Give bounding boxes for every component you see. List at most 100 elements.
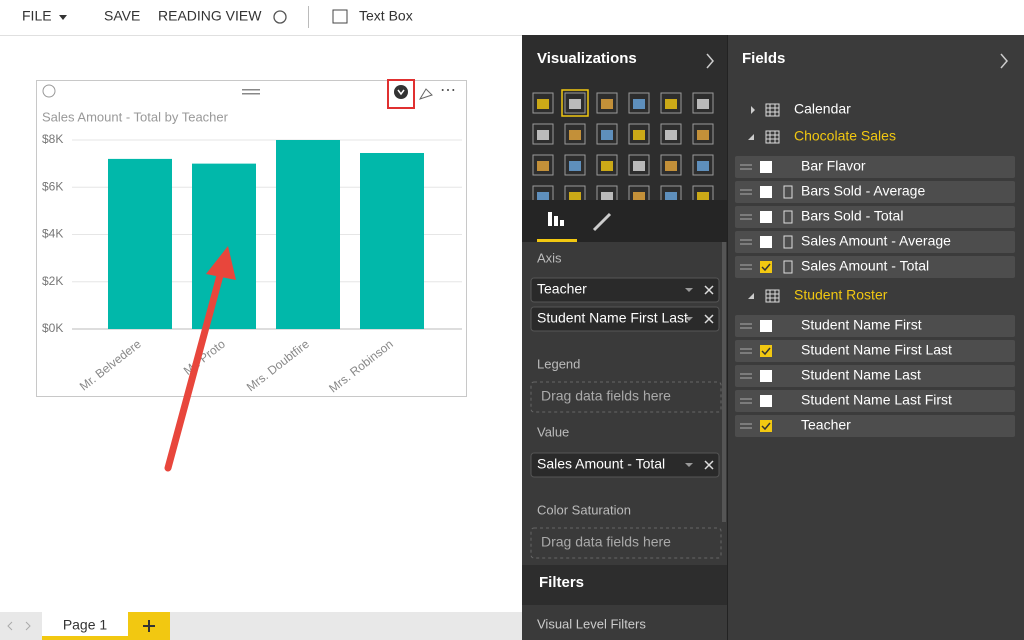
table-name[interactable]: Calendar	[794, 101, 851, 117]
checkbox[interactable]	[760, 211, 772, 223]
format-tab-icon[interactable]	[592, 212, 612, 232]
field-row[interactable]	[735, 340, 1015, 362]
field-name[interactable]: Bars Sold - Average	[801, 183, 925, 199]
drag-handle[interactable]	[242, 93, 260, 95]
checkbox[interactable]	[760, 161, 772, 173]
field-row[interactable]	[735, 365, 1015, 387]
toolbar-item[interactable]: READING VIEW	[158, 8, 262, 24]
expand-icon[interactable]	[748, 134, 754, 140]
expand-icon[interactable]	[748, 293, 754, 299]
well-field[interactable]	[530, 306, 720, 332]
nav-right[interactable]	[25, 621, 31, 631]
dropdown-icon[interactable]	[59, 15, 67, 20]
textbox-icon[interactable]	[332, 9, 348, 24]
field-name[interactable]: Student Name First	[801, 317, 922, 333]
well-remove[interactable]	[704, 460, 714, 470]
checkbox[interactable]	[760, 420, 772, 432]
bar[interactable]	[360, 152, 424, 329]
more-icon[interactable]: ⋯	[440, 82, 456, 99]
viz-icon[interactable]	[660, 154, 682, 176]
checkbox[interactable]	[760, 320, 772, 332]
toolbar-border	[0, 35, 522, 36]
field-row[interactable]	[735, 181, 1015, 203]
viz-icon[interactable]	[660, 123, 682, 145]
viz-icon[interactable]	[628, 123, 650, 145]
viz-icon[interactable]	[596, 154, 618, 176]
fields-tab-icon[interactable]	[548, 212, 552, 226]
viz-icon[interactable]	[532, 154, 554, 176]
export-icon[interactable]	[394, 85, 408, 99]
pin-icon[interactable]	[418, 88, 433, 100]
field-name[interactable]: Teacher	[801, 417, 851, 433]
table-icon-grid	[766, 131, 779, 143]
table-icon	[765, 289, 780, 303]
field-name[interactable]: Bar Flavor	[801, 158, 866, 174]
viz-icon[interactable]	[660, 92, 682, 114]
checkbox[interactable]	[760, 261, 772, 273]
expand-icon[interactable]	[751, 106, 755, 114]
viz-icon[interactable]	[628, 154, 650, 176]
row-handle	[740, 398, 752, 404]
drag-handle[interactable]	[242, 89, 260, 91]
field-row[interactable]	[735, 156, 1015, 178]
viz-icon[interactable]	[532, 123, 554, 145]
field-row[interactable]	[735, 231, 1015, 253]
field-row[interactable]	[735, 415, 1015, 437]
field-name[interactable]: Student Name Last First	[801, 392, 952, 408]
well-dropdown[interactable]	[685, 317, 693, 321]
viz-icon[interactable]	[596, 92, 618, 114]
field-name[interactable]: Sales Amount - Average	[801, 233, 951, 249]
field-row[interactable]	[735, 390, 1015, 412]
table-name[interactable]: Student Roster	[794, 287, 888, 303]
field-row[interactable]	[735, 256, 1015, 278]
well-field-label[interactable]: Teacher	[537, 281, 587, 297]
bar[interactable]	[108, 158, 172, 329]
focus-icon[interactable]	[42, 84, 56, 98]
fields-tab-icon[interactable]	[560, 220, 564, 226]
viz-icon[interactable]	[692, 92, 714, 114]
refresh-icon[interactable]	[273, 10, 287, 24]
field-row[interactable]	[735, 206, 1015, 228]
collapse-icon[interactable]	[706, 53, 714, 69]
checkbox[interactable]	[760, 236, 772, 248]
viz-icon[interactable]	[692, 123, 714, 145]
checkbox[interactable]	[760, 370, 772, 382]
field-name[interactable]: Student Name Last	[801, 367, 921, 383]
field-name[interactable]: Student Name First Last	[801, 342, 952, 358]
viz-icon[interactable]	[564, 92, 586, 114]
toolbar-item[interactable]: Text Box	[359, 8, 413, 24]
y-tick-label: $6K	[42, 179, 63, 193]
well-dropdown[interactable]	[685, 288, 693, 292]
well-field[interactable]	[530, 452, 720, 478]
field-name[interactable]: Bars Sold - Total	[801, 208, 903, 224]
well-field-label[interactable]: Student Name First Last	[537, 310, 688, 326]
page-tab-label[interactable]: Page 1	[63, 617, 108, 633]
page-tab[interactable]	[42, 612, 128, 640]
well-field-label[interactable]: Sales Amount - Total	[537, 456, 665, 472]
viz-icon[interactable]	[692, 154, 714, 176]
checkbox[interactable]	[760, 345, 772, 357]
viz-icon[interactable]	[564, 154, 586, 176]
well-dropdown[interactable]	[685, 463, 693, 467]
nav-left[interactable]	[7, 621, 13, 631]
viz-icon[interactable]	[532, 92, 554, 114]
table-name[interactable]: Chocolate Sales	[794, 128, 896, 144]
drop-zone[interactable]	[530, 381, 722, 413]
checkbox[interactable]	[760, 395, 772, 407]
drop-zone[interactable]	[530, 527, 722, 559]
toolbar-item[interactable]: SAVE	[104, 8, 140, 24]
field-name[interactable]: Sales Amount - Total	[801, 258, 929, 274]
bar[interactable]	[276, 140, 340, 329]
viz-icon[interactable]	[628, 92, 650, 114]
fields-tab-icon[interactable]	[554, 216, 558, 226]
checkbox[interactable]	[760, 186, 772, 198]
toolbar-item[interactable]: FILE	[22, 8, 52, 24]
collapse-icon[interactable]	[1000, 53, 1008, 69]
well-remove[interactable]	[704, 285, 714, 295]
field-row[interactable]	[735, 315, 1015, 337]
viz-icon[interactable]	[596, 123, 618, 145]
bar[interactable]	[192, 163, 256, 329]
well-remove[interactable]	[704, 314, 714, 324]
well-field[interactable]	[530, 277, 720, 303]
viz-icon[interactable]	[564, 123, 586, 145]
